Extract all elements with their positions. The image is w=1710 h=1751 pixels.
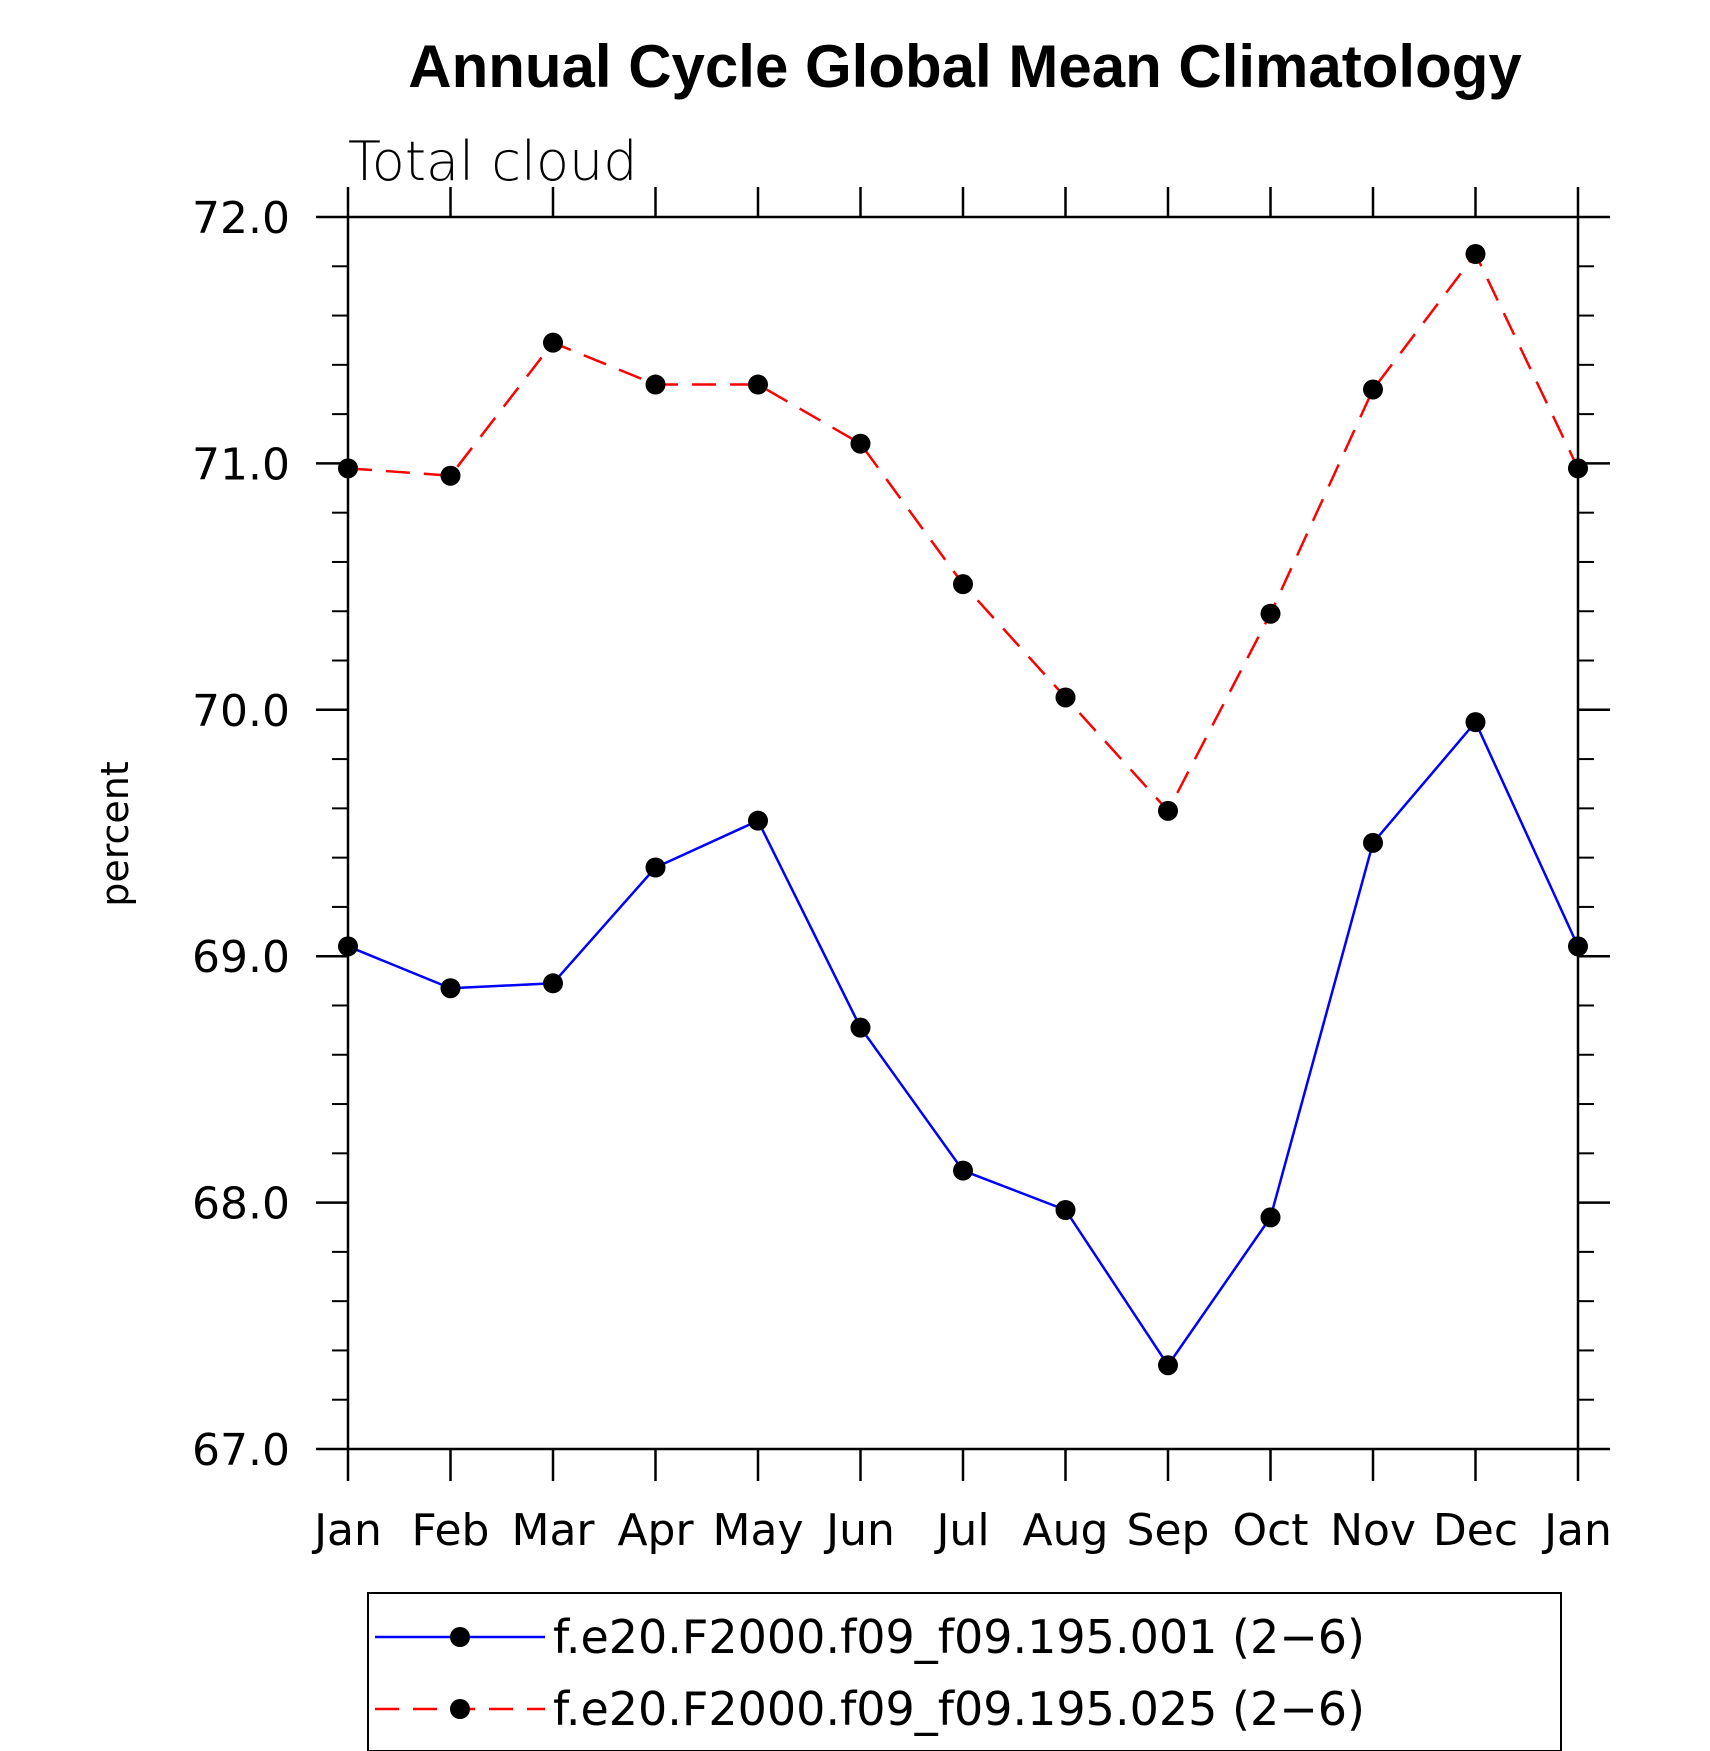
data-point (748, 810, 768, 831)
data-point (1260, 603, 1281, 624)
x-tick-label: Feb (412, 1505, 490, 1556)
y-tick-label: 68.0 (192, 1179, 290, 1230)
series-line-2 (347, 251, 1580, 813)
data-point (1158, 1355, 1178, 1376)
x-tick-label: Nov (1330, 1505, 1416, 1556)
series-line-1 (347, 719, 1580, 1368)
y-tick-label: 69.0 (192, 932, 290, 983)
data-point (850, 433, 871, 454)
data-point (1158, 800, 1178, 821)
legend-marker-2 (450, 1699, 470, 1719)
legend-marker-1 (450, 1627, 470, 1647)
data-point (543, 973, 563, 994)
x-tick-label: Jan (1541, 1505, 1612, 1556)
plot-frame (346, 215, 1580, 1451)
data-point (850, 1017, 871, 1038)
data-point (1363, 379, 1383, 400)
legend-label-2: f.e20.F2000.f09_f09.195.025 (2−6) (553, 1682, 1365, 1736)
y-tick-label: 67.0 (192, 1425, 290, 1476)
data-markers (338, 243, 1588, 1376)
data-point (645, 374, 666, 395)
x-tick-label: Oct (1232, 1505, 1308, 1556)
y-tick-label: 72.0 (192, 193, 290, 244)
data-point (1055, 1199, 1076, 1220)
chart-subtitle: Total cloud (348, 130, 638, 193)
data-point (645, 857, 666, 878)
data-point (953, 574, 973, 595)
data-point (440, 978, 461, 999)
series-lines (347, 251, 1580, 1368)
data-point (748, 374, 768, 395)
data-point (953, 1160, 973, 1181)
legend-box (367, 1592, 1562, 1751)
data-point (1465, 712, 1486, 733)
x-tick-label: May (713, 1505, 804, 1556)
x-tick-label: Jan (311, 1505, 382, 1556)
data-point (543, 332, 563, 353)
x-tick-label: Sep (1127, 1505, 1210, 1556)
data-point (1363, 832, 1383, 853)
data-point (1260, 1207, 1281, 1228)
x-tick-label: Jun (823, 1505, 895, 1556)
chart-title: Annual Cycle Global Mean Climatology (408, 33, 1522, 100)
x-tick-label: Jul (933, 1505, 989, 1556)
x-tick-label: Mar (511, 1505, 595, 1556)
x-tick-label: Apr (617, 1505, 694, 1556)
y-tick-label: 71.0 (192, 439, 290, 490)
legend: f.e20.F2000.f09_f09.195.001 (2−6) f.e20.F… (367, 1592, 1562, 1751)
legend-label-1: f.e20.F2000.f09_f09.195.001 (2−6) (553, 1610, 1365, 1664)
data-point (1055, 687, 1076, 708)
data-point (440, 465, 461, 486)
data-point (1465, 243, 1486, 264)
tick-labels: Jan Feb Mar Apr May Jun Jul Aug Sep Oct Nov Dec Jan 6… (192, 193, 1612, 1556)
x-tick-label: Dec (1433, 1505, 1518, 1556)
x-tick-label: Aug (1023, 1505, 1109, 1556)
axis-ticks (316, 187, 1610, 1481)
y-tick-label: 70.0 (192, 686, 290, 737)
y-axis-label: percent (93, 761, 137, 907)
